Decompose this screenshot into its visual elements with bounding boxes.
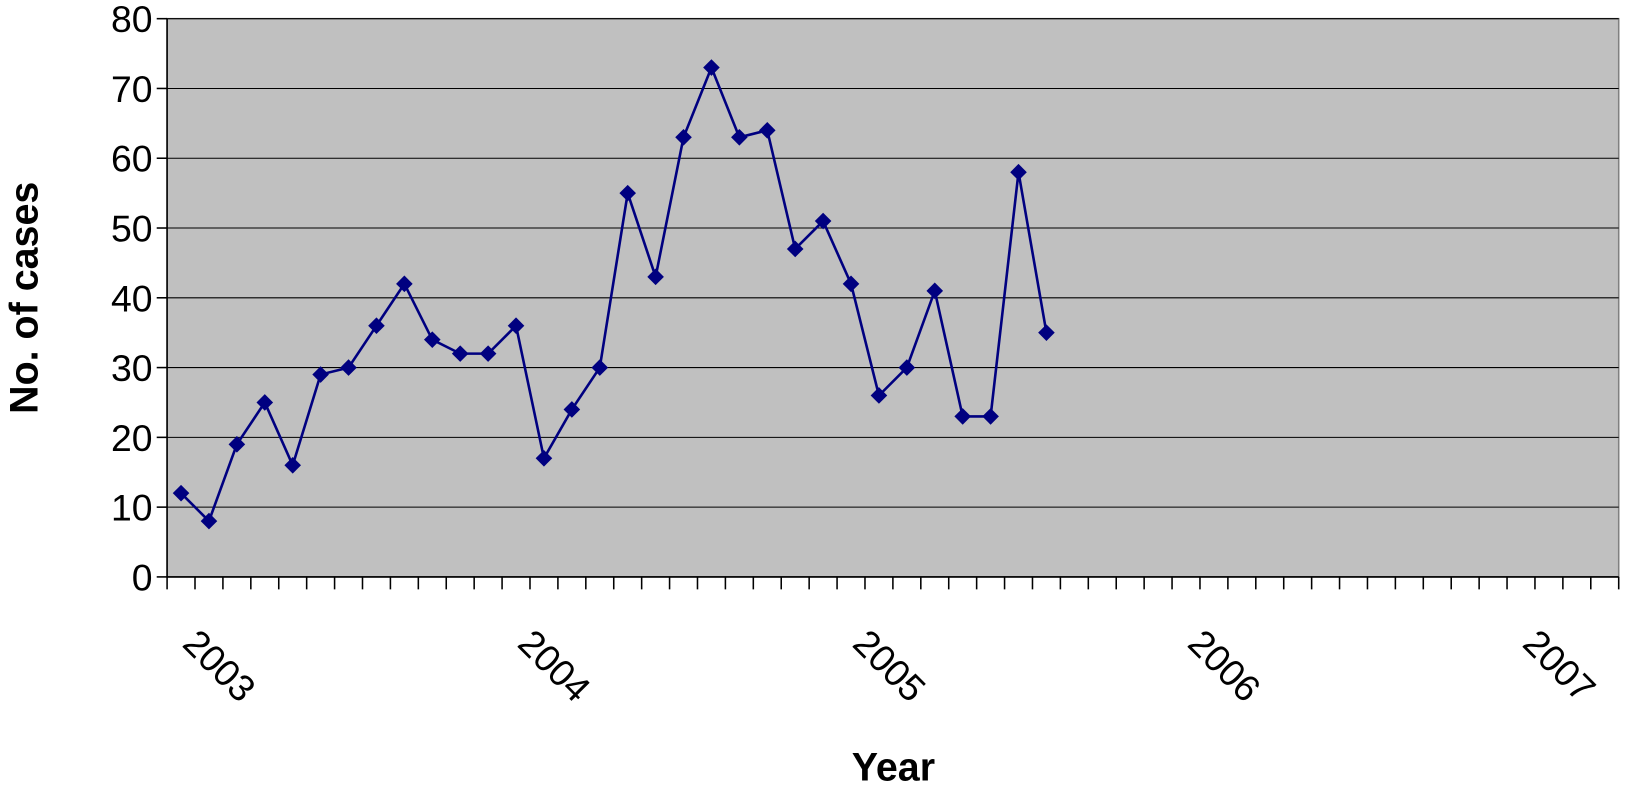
- y-tick-label: 20: [111, 417, 153, 459]
- data-point: [563, 401, 581, 418]
- data-point: [731, 129, 748, 146]
- x-axis-title: Year: [852, 745, 935, 789]
- data-point: [591, 359, 609, 376]
- y-tick-label: 10: [111, 487, 153, 529]
- data-point: [172, 484, 190, 502]
- y-tick-label: 0: [132, 556, 153, 598]
- data-point: [340, 359, 357, 376]
- y-axis-title: No. of cases: [2, 182, 46, 414]
- x-tick-label: 2006: [1180, 621, 1268, 709]
- data-point: [926, 282, 944, 300]
- data-point: [898, 359, 916, 376]
- data-point: [312, 366, 329, 383]
- x-tick-label: 2005: [845, 621, 933, 709]
- data-point: [284, 456, 302, 474]
- data-point: [256, 394, 274, 411]
- y-tick-label: 70: [111, 68, 153, 110]
- data-point: [675, 129, 692, 146]
- x-tick-label: 2007: [1515, 621, 1603, 709]
- data-point: [758, 122, 776, 139]
- y-tick-label: 80: [111, 0, 153, 40]
- data-point: [619, 184, 636, 202]
- data-point: [842, 275, 860, 293]
- data-point: [647, 268, 664, 286]
- data-point: [535, 449, 553, 467]
- data-point: [423, 331, 441, 348]
- data-point: [814, 212, 832, 230]
- y-tick-label: 30: [111, 347, 153, 389]
- data-point: [1038, 324, 1055, 341]
- y-tick-label: 60: [111, 138, 153, 180]
- data-point: [1010, 163, 1027, 181]
- data-point: [396, 275, 413, 293]
- y-tick-label: 50: [111, 208, 153, 250]
- x-tick-label: 2003: [175, 621, 263, 709]
- x-tick-label: 2004: [510, 621, 598, 709]
- y-tick-label: 40: [111, 277, 153, 319]
- data-point: [870, 387, 888, 404]
